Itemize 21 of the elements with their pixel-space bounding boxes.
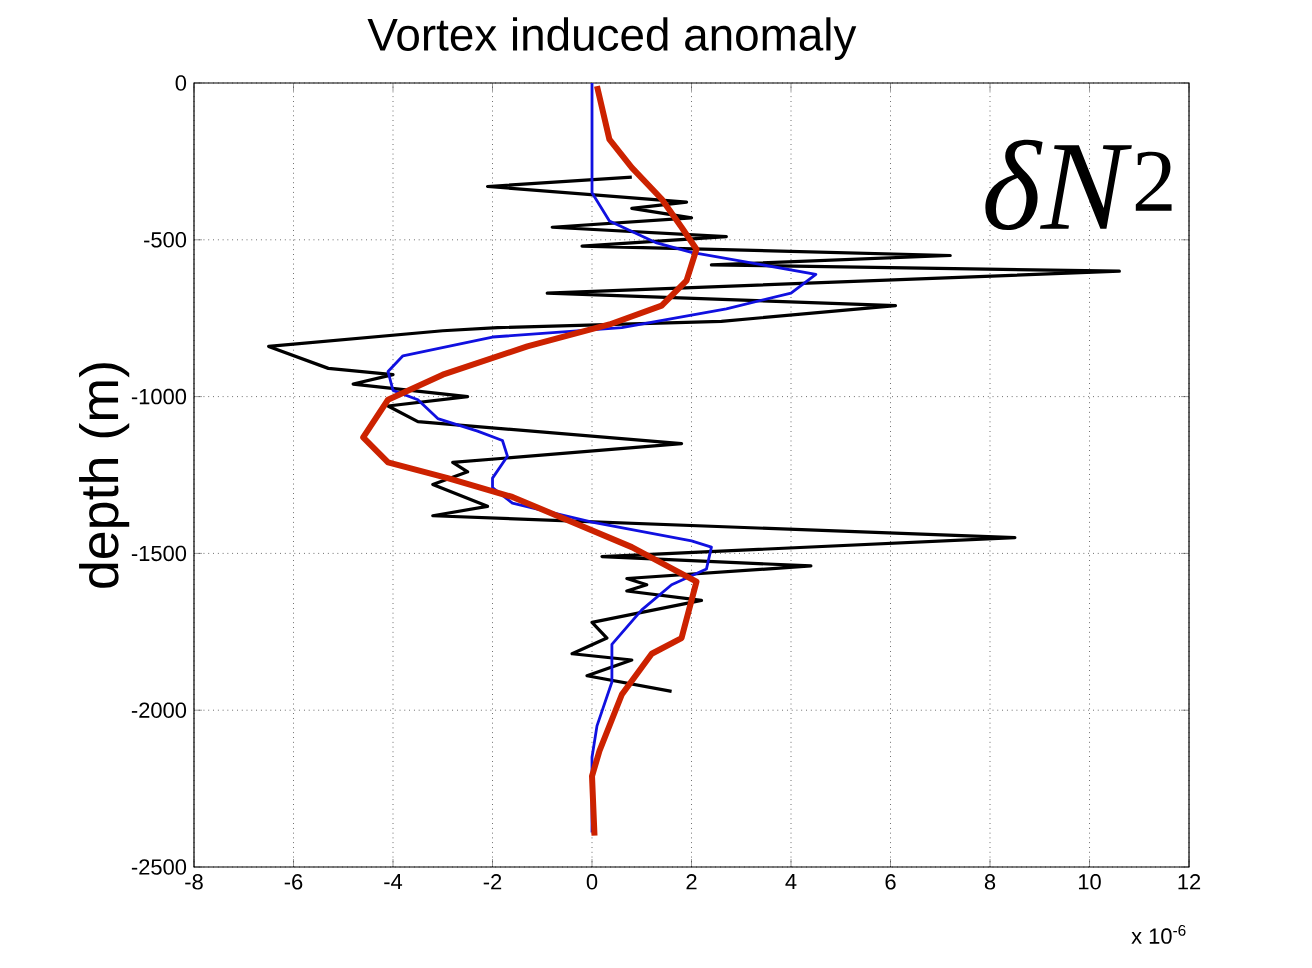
- y-tick-label: -2500: [131, 859, 187, 875]
- x-tick-label: 12: [1178, 874, 1201, 890]
- y-axis-title: depth (m): [79, 363, 130, 588]
- chart-title: Vortex induced anomaly: [367, 17, 857, 60]
- x-tick-label: -2: [483, 874, 502, 890]
- x-tick-label: -6: [284, 874, 303, 890]
- x-tick-label: -8: [185, 874, 203, 890]
- y-tick-label: -2000: [131, 702, 187, 718]
- x-tick-label: 10: [1078, 874, 1101, 890]
- x-tick-label: 0: [586, 874, 598, 890]
- y-tick-label: 0: [175, 75, 187, 91]
- x-tick-label: 2: [686, 874, 697, 890]
- y-tick-label: -1500: [131, 545, 187, 562]
- x-tick-label: 6: [885, 874, 896, 890]
- annotation: δN$^{2}$: [985, 139, 1172, 231]
- text: x 10$^{-6}$: [1131, 925, 1186, 944]
- y-tick-label: -500: [144, 232, 187, 248]
- x-tick-label: -4: [384, 874, 403, 890]
- y-tick-label: -1000: [131, 388, 187, 405]
- x-tick-label: 4: [785, 874, 797, 890]
- x-tick-label: 8: [984, 874, 996, 890]
